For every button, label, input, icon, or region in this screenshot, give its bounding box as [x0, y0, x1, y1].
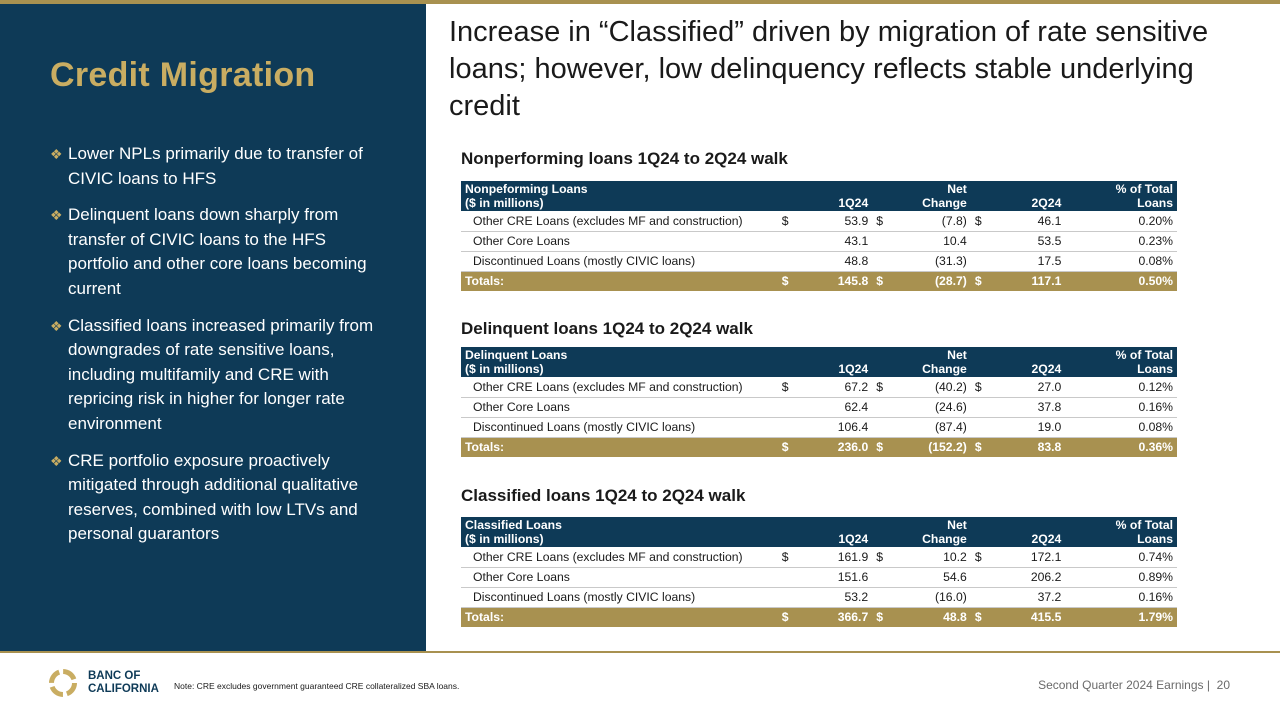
bullet-text: Delinquent loans down sharply from trans… [68, 205, 367, 298]
table-row: Other CRE Loans (excludes MF and constru… [461, 547, 1177, 568]
left-panel: Credit Migration ❖ Lower NPLs primarily d… [0, 4, 426, 651]
logo-wordmark: BANC OF CALIFORNIA [88, 670, 159, 695]
bullet-item: ❖ Delinquent loans down sharply from tran… [50, 203, 380, 301]
slide-title: Credit Migration [50, 56, 316, 94]
table-row: Other Core Loans 151.6 54.6 206.2 0.89% [461, 567, 1177, 588]
nonperforming-loans-table: Nonpeforming Loans ($ in millions) 1Q24 N… [461, 181, 1177, 291]
header-2q24: 2Q24 [985, 347, 1066, 377]
header-label: Delinquent Loans ($ in millions) [461, 347, 778, 377]
page-number: 20 [1216, 678, 1230, 692]
totals-row: Totals: $366.7 $48.8 $415.5 1.79% [461, 607, 1177, 627]
header-1q24: 1Q24 [792, 347, 873, 377]
table-row: Discontinued Loans (mostly CIVIC loans) 4… [461, 251, 1177, 272]
classified-loans-table: Classified Loans ($ in millions) 1Q24 Net… [461, 517, 1177, 627]
header-pct-total: % of Total Loans [1065, 517, 1177, 547]
table-row: Discontinued Loans (mostly CIVIC loans) 1… [461, 417, 1177, 438]
totals-row: Totals: $145.8 $ (28.7) $117.1 0.50% [461, 271, 1177, 291]
bullet-text: Classified loans increased primarily fro… [68, 315, 374, 433]
header-1q24: 1Q24 [792, 517, 873, 547]
headline: Increase in “Classified” driven by migra… [449, 16, 1209, 122]
header-1q24: 1Q24 [792, 181, 873, 211]
banc-of-california-logo-icon [49, 669, 77, 697]
delinquent-section-title: Delinquent loans 1Q24 to 2Q24 walk [461, 319, 753, 338]
header-pct-total: % of Total Loans [1065, 181, 1177, 211]
diamond-bullet-icon: ❖ [50, 317, 63, 334]
footer-label: Second Quarter 2024 Earnings | [1038, 678, 1210, 692]
bullet-list: ❖ Lower NPLs primarily due to transfer of… [50, 142, 380, 559]
bullet-item: ❖ Lower NPLs primarily due to transfer of… [50, 142, 380, 191]
header-net-change: Net Change [887, 347, 971, 377]
footnote: Note: CRE excludes government guaranteed… [174, 681, 460, 691]
delinquent-loans-table: Delinquent Loans ($ in millions) 1Q24 Net… [461, 347, 1177, 457]
nonperforming-section-title: Nonperforming loans 1Q24 to 2Q24 walk [461, 149, 788, 168]
header-pct-total: % of Total Loans [1065, 347, 1177, 377]
diamond-bullet-icon: ❖ [50, 452, 63, 469]
bottom-accent-rule [0, 651, 1280, 653]
header-2q24: 2Q24 [985, 181, 1066, 211]
table-header-row: Delinquent Loans ($ in millions) 1Q24 Net… [461, 347, 1177, 377]
classified-section-title: Classified loans 1Q24 to 2Q24 walk [461, 486, 746, 505]
bullet-text: Lower NPLs primarily due to transfer of … [68, 144, 363, 188]
bullet-item: ❖ Classified loans increased primarily fr… [50, 314, 380, 437]
table-header-row: Classified Loans ($ in millions) 1Q24 Net… [461, 517, 1177, 547]
table-header-row: Nonpeforming Loans ($ in millions) 1Q24 N… [461, 181, 1177, 211]
bullet-text: CRE portfolio exposure proactively mitig… [68, 450, 359, 544]
totals-row: Totals: $236.0 $ (152.2) $83.8 0.36% [461, 437, 1177, 457]
table-row: Other CRE Loans (excludes MF and constru… [461, 377, 1177, 398]
header-label: Nonpeforming Loans ($ in millions) [461, 181, 778, 211]
table-row: Other CRE Loans (excludes MF and constru… [461, 211, 1177, 232]
header-2q24: 2Q24 [985, 517, 1066, 547]
top-accent-rule [0, 0, 1280, 4]
page-footer: Second Quarter 2024 Earnings | 20 [1038, 678, 1230, 692]
diamond-bullet-icon: ❖ [50, 146, 63, 162]
table-row: Other Core Loans 43.1 10.4 53.5 0.23% [461, 231, 1177, 252]
header-net-change: Net Change [887, 517, 971, 547]
header-net-change: Net Change [887, 181, 971, 211]
table-row: Other Core Loans 62.4 (24.6) 37.8 0.16% [461, 397, 1177, 418]
diamond-bullet-icon: ❖ [50, 207, 63, 224]
header-label: Classified Loans ($ in millions) [461, 517, 778, 547]
bullet-item: ❖ CRE portfolio exposure proactively miti… [50, 449, 380, 547]
table-row: Discontinued Loans (mostly CIVIC loans) 5… [461, 587, 1177, 608]
